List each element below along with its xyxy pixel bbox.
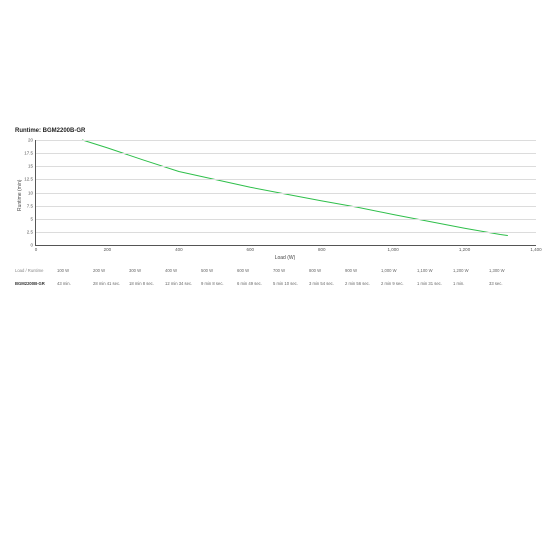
y-tick: 2.5 — [27, 229, 36, 234]
plot-area: 02.557.51012.51517.52002004006008001,000… — [35, 140, 536, 246]
table-cell-load: 700 W — [273, 268, 309, 273]
x-tick: 400 — [175, 245, 183, 252]
y-tick: 20 — [28, 138, 36, 143]
y-tick: 7.5 — [27, 203, 36, 208]
table-cell-load: 1,300 W — [489, 268, 525, 273]
table-cell-load: 200 W — [93, 268, 129, 273]
table-cell-load: 100 W — [57, 268, 93, 273]
x-tick: 0 — [35, 245, 38, 252]
table-cell-load: 1,000 W — [381, 268, 417, 273]
table-cell-load: 300 W — [129, 268, 165, 273]
table-cell-runtime: 28 min 41 sec. — [93, 281, 129, 286]
table-cell-runtime: 3 min 54 sec. — [309, 281, 345, 286]
table-cell-runtime: 6 min 49 sec. — [237, 281, 273, 286]
y-tick: 15 — [28, 164, 36, 169]
canvas: Runtime: BGM2200B-GR 02.557.51012.51517.… — [0, 0, 550, 550]
table-cell-load: 900 W — [345, 268, 381, 273]
table-cell-runtime: 1 min. — [453, 281, 489, 286]
table-cell-runtime: 1 min 31 sec. — [417, 281, 453, 286]
table-header-model: BGM2200B-GR — [15, 281, 57, 286]
table-cell-runtime: 2 min 9 sec. — [381, 281, 417, 286]
table-cell-load: 500 W — [201, 268, 237, 273]
chart-title: Runtime: BGM2200B-GR — [15, 128, 85, 134]
y-tick: 10 — [28, 190, 36, 195]
table-header-load: Load / Runtime — [15, 268, 57, 273]
x-tick: 600 — [247, 245, 255, 252]
y-tick: 17.5 — [24, 151, 36, 156]
table-cell-runtime: 5 min 10 sec. — [273, 281, 309, 286]
table-cell-load: 800 W — [309, 268, 345, 273]
table-cell-load: 1,100 W — [417, 268, 453, 273]
x-tick: 1,400 — [530, 245, 541, 252]
table-cell-load: 1,200 W — [453, 268, 489, 273]
table-cell-runtime: 43 min. — [57, 281, 93, 286]
table-cell-runtime: 9 min 8 sec. — [201, 281, 237, 286]
table-row: BGM2200B-GR 43 min.28 min 41 sec.18 min … — [15, 281, 525, 286]
table-row: Load / Runtime 100 W200 W300 W400 W500 W… — [15, 268, 525, 273]
x-axis-label: Load (W) — [275, 255, 296, 261]
table-cell-load: 600 W — [237, 268, 273, 273]
x-tick: 1,200 — [459, 245, 470, 252]
table-cell-load: 400 W — [165, 268, 201, 273]
y-tick: 12.5 — [24, 177, 36, 182]
y-axis-label: Runtime (min) — [17, 179, 23, 210]
x-tick: 200 — [104, 245, 112, 252]
table-cell-runtime: 2 min 56 sec. — [345, 281, 381, 286]
table-cell-runtime: 33 sec. — [489, 281, 525, 286]
table-cell-runtime: 12 min 34 sec. — [165, 281, 201, 286]
y-tick: 5 — [30, 216, 36, 221]
x-tick: 800 — [318, 245, 326, 252]
runtime-table: Load / Runtime 100 W200 W300 W400 W500 W… — [15, 268, 525, 286]
table-cell-runtime: 18 min 8 sec. — [129, 281, 165, 286]
x-tick: 1,000 — [388, 245, 399, 252]
